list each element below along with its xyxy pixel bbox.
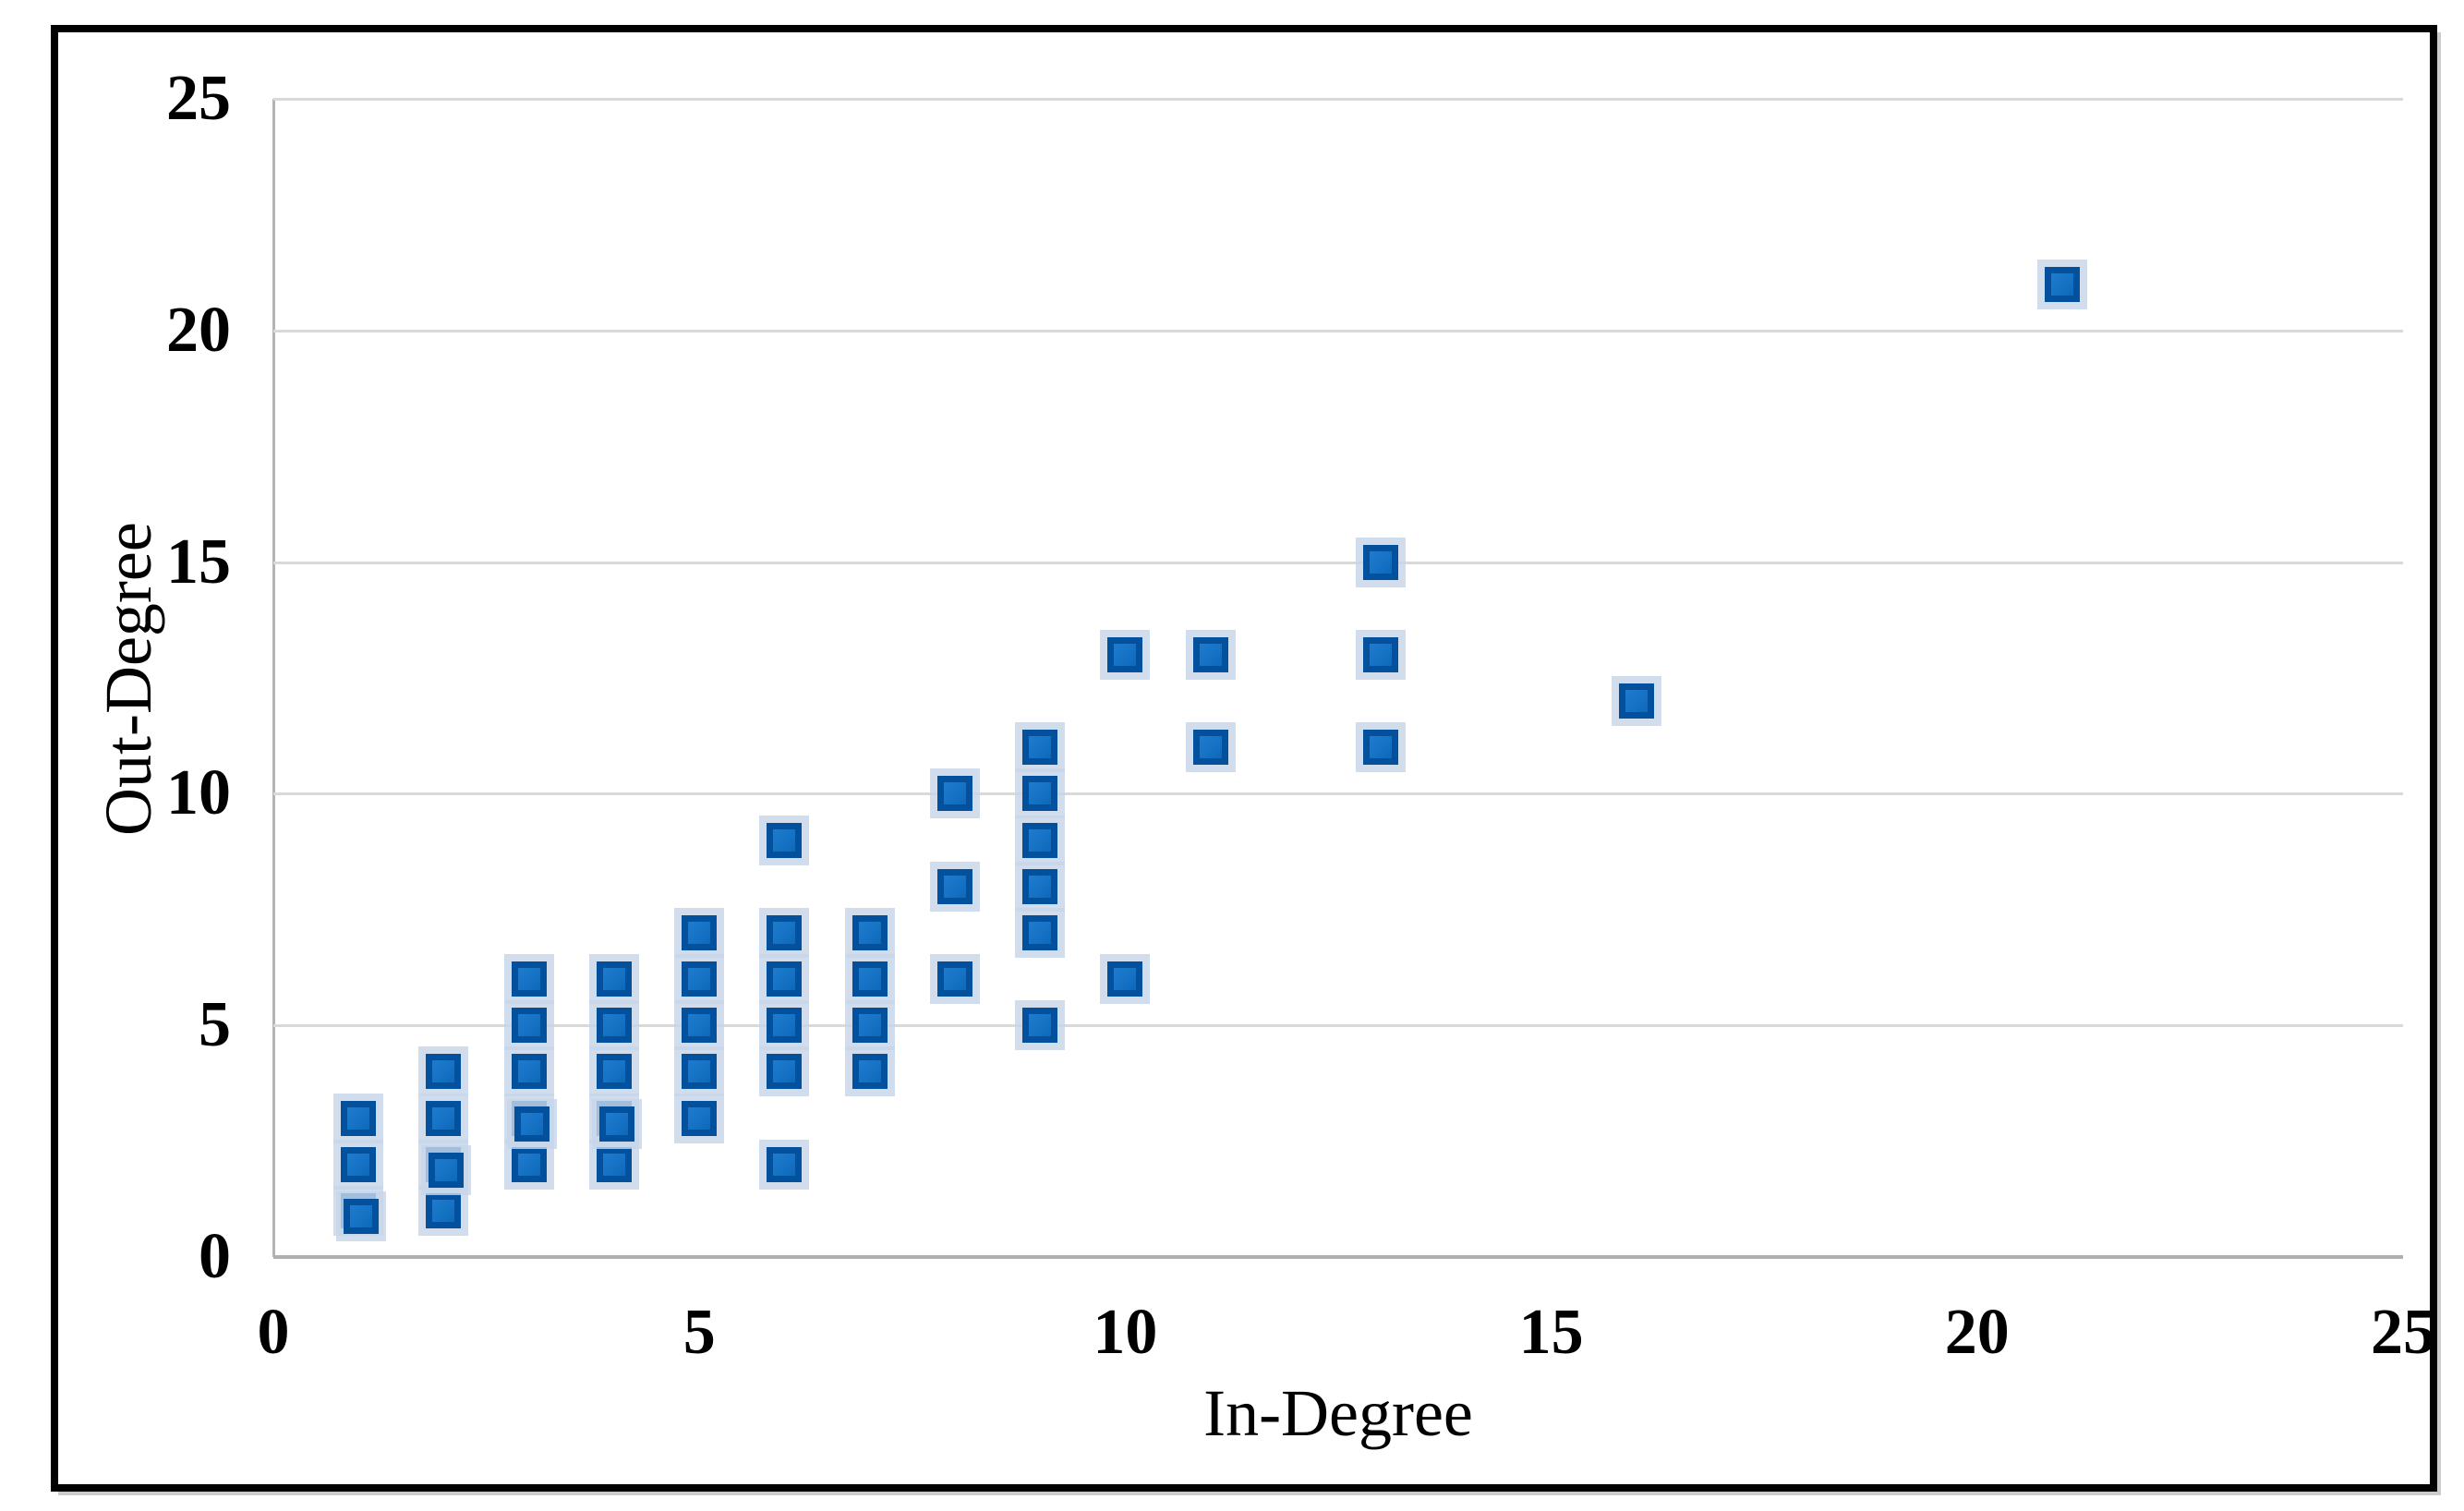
data-point (596, 1054, 632, 1090)
data-point (767, 914, 803, 950)
data-point (767, 1146, 803, 1182)
data-point (852, 914, 888, 950)
data-point (767, 1008, 803, 1044)
y-tick-label-25: 25 (166, 63, 231, 134)
y-axis-line (272, 99, 275, 1257)
data-point (596, 961, 632, 997)
x-tick-label-20: 20 (1944, 1297, 2010, 1368)
data-point (682, 1054, 718, 1090)
x-axis-line (273, 1255, 2403, 1259)
data-point (596, 1146, 632, 1182)
data-point (596, 1008, 632, 1044)
data-point (936, 961, 972, 997)
plot-area (273, 98, 2403, 1257)
data-point (511, 1146, 547, 1182)
data-point (767, 961, 803, 997)
data-point (1022, 914, 1058, 950)
y-axis-title: Out-Degree (91, 522, 165, 836)
data-point (1192, 730, 1228, 766)
data-point (852, 1008, 888, 1044)
data-point (936, 868, 972, 904)
data-point (598, 1106, 634, 1142)
gridline-y-25 (273, 98, 2403, 101)
y-tick-label-10: 10 (166, 757, 231, 829)
data-point (513, 1106, 550, 1142)
data-point (852, 961, 888, 997)
data-point (682, 1100, 718, 1136)
figure-frame (51, 25, 2437, 1492)
data-point (426, 1100, 462, 1136)
data-point (511, 1054, 547, 1090)
data-point (1363, 636, 1399, 672)
data-point (1618, 683, 1654, 719)
data-point (344, 1198, 380, 1234)
data-point (1363, 730, 1399, 766)
data-point (1022, 822, 1058, 858)
x-tick-label-10: 10 (1093, 1297, 1158, 1368)
x-tick-label-0: 0 (257, 1297, 290, 1368)
data-point (511, 1008, 547, 1044)
data-point (1107, 636, 1143, 672)
x-axis-title: In-Degree (1203, 1376, 1473, 1450)
data-point (767, 1054, 803, 1090)
data-point (1022, 776, 1058, 812)
data-point (1192, 636, 1228, 672)
data-point (426, 1192, 462, 1228)
data-point (682, 1008, 718, 1044)
data-point (682, 914, 718, 950)
gridline-y-5 (273, 1024, 2403, 1028)
data-point (852, 1054, 888, 1090)
data-point (341, 1146, 377, 1182)
y-tick-label-20: 20 (166, 294, 231, 366)
data-point (341, 1100, 377, 1136)
gridline-y-15 (273, 561, 2403, 564)
data-point (426, 1054, 462, 1090)
data-point (1363, 544, 1399, 580)
data-point (767, 822, 803, 858)
x-tick-label-25: 25 (2371, 1297, 2435, 1368)
data-point (1022, 868, 1058, 904)
x-tick-label-5: 5 (682, 1297, 716, 1368)
data-point (511, 961, 547, 997)
y-tick-label-5: 5 (199, 989, 231, 1061)
data-point (429, 1152, 465, 1188)
gridline-y-10 (273, 792, 2403, 796)
data-point (1107, 961, 1143, 997)
x-tick-label-15: 15 (1518, 1297, 1584, 1368)
gridline-y-20 (273, 329, 2403, 332)
data-point (1022, 730, 1058, 766)
data-point (682, 961, 718, 997)
data-point (936, 776, 972, 812)
y-tick-label-0: 0 (199, 1221, 231, 1292)
data-point (1022, 1008, 1058, 1044)
data-point (2045, 266, 2081, 302)
y-tick-label-15: 15 (166, 526, 231, 598)
